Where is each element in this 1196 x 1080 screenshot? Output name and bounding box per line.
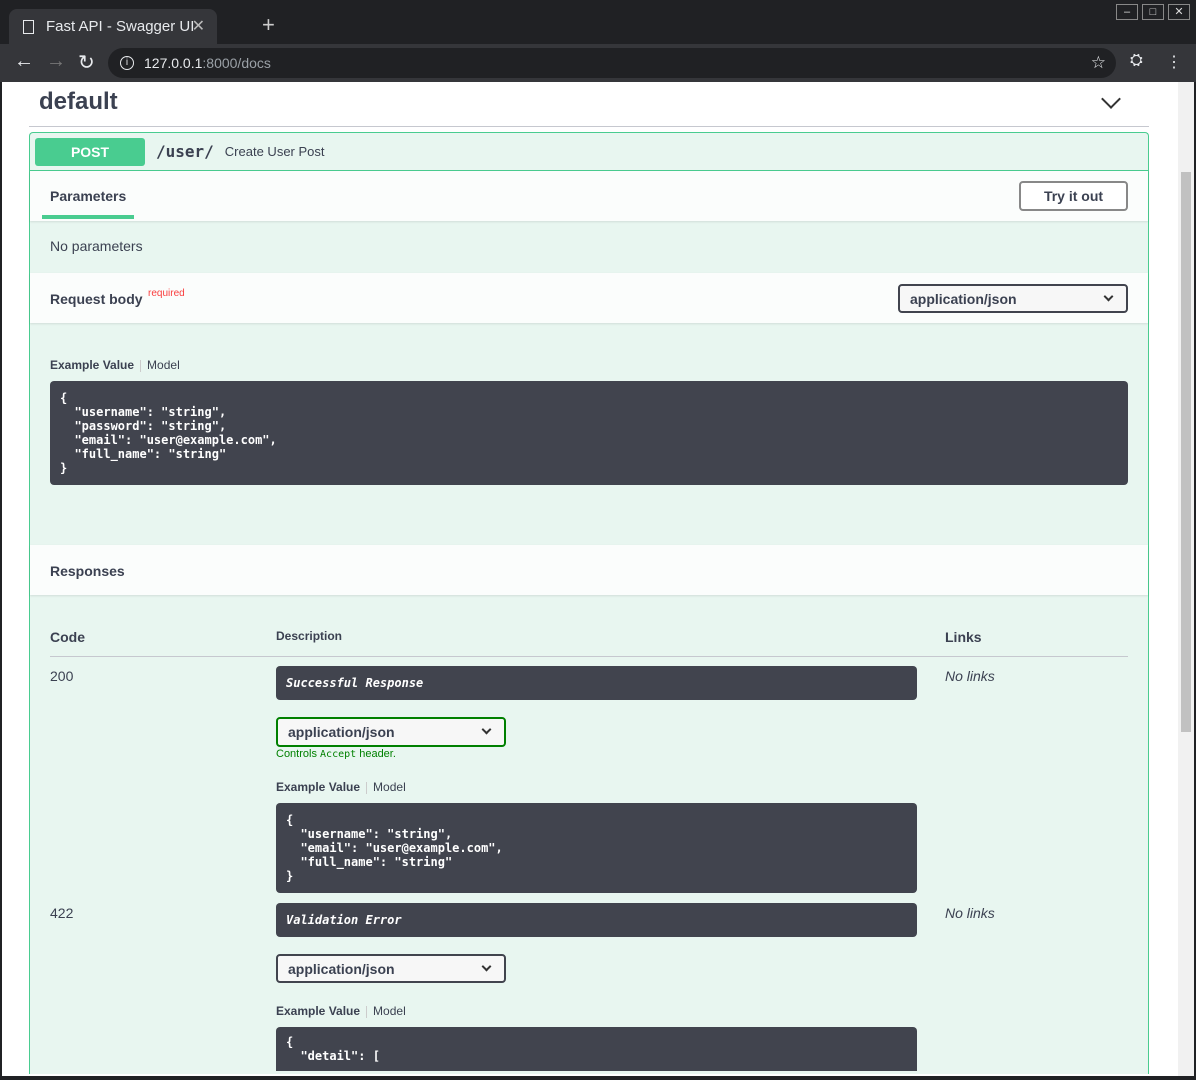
minimize-icon[interactable]: –	[1116, 4, 1138, 20]
response-description: Successful Response	[276, 666, 917, 700]
menu-icon[interactable]: ⋮	[1166, 54, 1182, 71]
forward-icon[interactable]: →	[46, 50, 66, 72]
response-content-type-select[interactable]: application/json	[276, 717, 506, 747]
response-example-code: { "username": "string", "email": "user@e…	[276, 803, 917, 893]
close-window-icon[interactable]: ✕	[1168, 4, 1190, 20]
col-description: Description	[276, 629, 343, 643]
select-value: application/json	[288, 724, 395, 740]
response-description: Validation Error	[276, 903, 917, 937]
controls-accept-note: Controls Accept header.	[276, 748, 396, 760]
response-content-type-select[interactable]: application/json	[276, 954, 506, 983]
divider	[29, 126, 1149, 127]
responses-header: Responses	[30, 545, 1148, 595]
operation-block: POST /user/ Create User Post Parameters …	[29, 132, 1149, 1074]
example-tabs: Example Value Model	[50, 358, 180, 372]
browser-tab[interactable]: Fast API - Swagger UI ✕	[9, 9, 217, 44]
tab-parameters[interactable]: Parameters	[50, 188, 127, 204]
back-icon[interactable]: ←	[14, 50, 34, 72]
response-code: 422	[50, 905, 74, 921]
info-icon[interactable]: i	[120, 56, 134, 70]
tab-underline	[42, 215, 134, 219]
address-bar[interactable]: i 127.0.0.1:8000/docs ☆	[108, 48, 1116, 78]
parameters-header: Parameters Try it out	[30, 171, 1148, 221]
try-it-out-button[interactable]: Try it out	[1019, 181, 1128, 211]
no-parameters-text: No parameters	[50, 238, 143, 254]
browser-toolbar: ← → ↻ i 127.0.0.1:8000/docs ☆ ⛭ ⋮	[0, 44, 1196, 82]
maximize-icon[interactable]: □	[1142, 4, 1164, 20]
example-value-tab[interactable]: Example Value	[276, 1004, 361, 1018]
request-content-type-select[interactable]: application/json	[898, 284, 1128, 313]
select-value: application/json	[288, 960, 395, 977]
example-tabs: Example Value Model	[276, 780, 406, 794]
scrollbar-thumb[interactable]	[1181, 172, 1191, 732]
chevron-down-icon	[1103, 291, 1114, 302]
section-title[interactable]: default	[39, 88, 118, 115]
page-viewport: default POST /user/ Create User Post Par…	[2, 82, 1194, 1076]
divider	[50, 656, 1128, 657]
col-links: Links	[945, 629, 982, 645]
url-host: 127.0.0.1	[144, 55, 203, 71]
model-tab[interactable]: Model	[373, 780, 406, 794]
operation-path: /user/	[156, 142, 214, 161]
model-tab[interactable]: Model	[147, 358, 180, 372]
example-value-tab[interactable]: Example Value	[276, 780, 361, 794]
browser-titlebar: Fast API - Swagger UI ✕ + – □ ✕	[0, 0, 1196, 44]
reload-icon[interactable]: ↻	[78, 52, 95, 74]
document-icon	[23, 19, 34, 34]
scrollbar[interactable]	[1178, 82, 1194, 1076]
bookmark-star-icon[interactable]: ☆	[1090, 53, 1106, 72]
chevron-down-icon[interactable]	[1101, 89, 1121, 109]
response-code: 200	[50, 668, 74, 684]
tab-title: Fast API - Swagger UI	[46, 18, 195, 35]
request-body-label: Request body	[50, 291, 143, 307]
col-code: Code	[50, 629, 85, 645]
request-body-header: Request body required application/json	[30, 273, 1148, 323]
method-badge: POST	[35, 137, 145, 166]
response-example-code: { "detail": [	[276, 1027, 917, 1071]
example-tabs: Example Value Model	[276, 1004, 406, 1018]
incognito-icon[interactable]: ⛭	[1130, 52, 1143, 69]
request-example-code: { "username": "string", "password": "str…	[50, 381, 1128, 485]
model-tab[interactable]: Model	[373, 1004, 406, 1018]
url-rest: :8000/docs	[202, 55, 271, 71]
new-tab-icon[interactable]: +	[262, 12, 275, 37]
close-tab-icon[interactable]: ✕	[191, 18, 205, 35]
operation-summary: Create User Post	[224, 144, 325, 159]
required-badge: required	[148, 288, 185, 299]
response-links: No links	[945, 905, 995, 921]
response-links: No links	[945, 668, 995, 684]
chevron-down-icon	[481, 961, 492, 972]
operation-header[interactable]: POST /user/ Create User Post	[30, 133, 1148, 171]
example-value-tab[interactable]: Example Value	[50, 358, 135, 372]
select-value: application/json	[910, 290, 1017, 307]
chevron-down-icon	[481, 724, 492, 735]
responses-title: Responses	[50, 563, 125, 579]
